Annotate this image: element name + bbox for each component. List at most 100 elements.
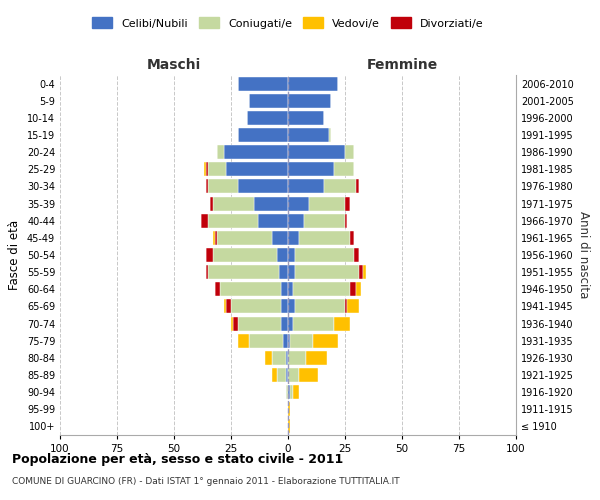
Bar bbox=[288, 111, 325, 125]
Bar bbox=[272, 351, 286, 365]
Bar bbox=[306, 351, 327, 365]
Bar bbox=[356, 180, 359, 194]
Bar bbox=[293, 282, 350, 296]
Bar bbox=[290, 334, 313, 347]
Bar bbox=[272, 231, 288, 245]
Bar bbox=[329, 128, 331, 142]
Bar bbox=[304, 214, 345, 228]
Bar bbox=[288, 282, 293, 296]
Text: Popolazione per età, sesso e stato civile - 2011: Popolazione per età, sesso e stato civil… bbox=[12, 452, 343, 466]
Bar bbox=[288, 180, 325, 194]
Bar bbox=[288, 265, 295, 279]
Bar bbox=[345, 196, 350, 210]
Bar bbox=[345, 145, 354, 159]
Bar bbox=[354, 248, 359, 262]
Bar bbox=[224, 300, 226, 314]
Bar bbox=[206, 162, 208, 176]
Bar bbox=[334, 316, 350, 330]
Bar bbox=[224, 145, 288, 159]
Y-axis label: Anni di nascita: Anni di nascita bbox=[577, 212, 590, 298]
Bar bbox=[356, 282, 361, 296]
Bar bbox=[295, 248, 354, 262]
Bar bbox=[217, 231, 272, 245]
Bar bbox=[288, 368, 299, 382]
Bar bbox=[231, 300, 281, 314]
Bar bbox=[281, 282, 288, 296]
Bar bbox=[359, 265, 363, 279]
Bar bbox=[286, 385, 288, 399]
Bar bbox=[238, 180, 288, 194]
Bar bbox=[334, 162, 354, 176]
Bar bbox=[288, 231, 299, 245]
Bar bbox=[290, 385, 293, 399]
Bar bbox=[288, 145, 345, 159]
Bar bbox=[208, 162, 226, 176]
Bar bbox=[363, 265, 365, 279]
Bar bbox=[293, 316, 334, 330]
Bar bbox=[325, 180, 356, 194]
Bar bbox=[213, 196, 254, 210]
Bar bbox=[288, 214, 304, 228]
Bar bbox=[288, 248, 295, 262]
Bar bbox=[208, 265, 279, 279]
Bar bbox=[295, 300, 345, 314]
Bar bbox=[281, 316, 288, 330]
Bar bbox=[288, 94, 331, 108]
Bar bbox=[206, 248, 213, 262]
Bar bbox=[202, 214, 208, 228]
Text: Femmine: Femmine bbox=[367, 58, 437, 71]
Bar bbox=[206, 265, 208, 279]
Bar bbox=[347, 300, 359, 314]
Bar bbox=[345, 300, 347, 314]
Bar bbox=[345, 214, 347, 228]
Bar bbox=[288, 402, 290, 416]
Bar bbox=[279, 265, 288, 279]
Bar bbox=[288, 420, 290, 434]
Bar bbox=[277, 368, 286, 382]
Bar bbox=[350, 282, 356, 296]
Bar bbox=[226, 300, 231, 314]
Bar bbox=[286, 351, 288, 365]
Bar bbox=[215, 231, 217, 245]
Bar bbox=[206, 180, 208, 194]
Bar bbox=[281, 300, 288, 314]
Bar bbox=[272, 368, 277, 382]
Bar bbox=[288, 351, 306, 365]
Bar bbox=[295, 265, 359, 279]
Bar bbox=[288, 300, 295, 314]
Y-axis label: Fasce di età: Fasce di età bbox=[8, 220, 21, 290]
Bar bbox=[211, 196, 213, 210]
Bar bbox=[283, 334, 288, 347]
Bar bbox=[299, 368, 317, 382]
Bar bbox=[231, 316, 233, 330]
Bar bbox=[213, 231, 215, 245]
Bar bbox=[288, 162, 334, 176]
Bar bbox=[288, 128, 329, 142]
Bar bbox=[288, 196, 308, 210]
Bar bbox=[313, 334, 338, 347]
Bar bbox=[350, 231, 354, 245]
Bar bbox=[213, 248, 277, 262]
Bar bbox=[238, 128, 288, 142]
Bar bbox=[259, 214, 288, 228]
Bar bbox=[203, 162, 206, 176]
Bar bbox=[288, 316, 293, 330]
Bar bbox=[247, 111, 288, 125]
Bar bbox=[226, 162, 288, 176]
Bar bbox=[286, 368, 288, 382]
Bar bbox=[208, 180, 238, 194]
Bar bbox=[308, 196, 345, 210]
Bar bbox=[238, 334, 249, 347]
Bar bbox=[293, 385, 299, 399]
Legend: Celibi/Nubili, Coniugati/e, Vedovi/e, Divorziati/e: Celibi/Nubili, Coniugati/e, Vedovi/e, Di… bbox=[88, 13, 488, 33]
Bar bbox=[288, 385, 290, 399]
Bar bbox=[249, 94, 288, 108]
Bar bbox=[288, 334, 290, 347]
Bar bbox=[299, 231, 350, 245]
Text: Maschi: Maschi bbox=[147, 58, 201, 71]
Bar bbox=[238, 316, 281, 330]
Bar bbox=[220, 282, 281, 296]
Bar bbox=[238, 76, 288, 90]
Bar bbox=[265, 351, 272, 365]
Text: COMUNE DI GUARCINO (FR) - Dati ISTAT 1° gennaio 2011 - Elaborazione TUTTITALIA.I: COMUNE DI GUARCINO (FR) - Dati ISTAT 1° … bbox=[12, 478, 400, 486]
